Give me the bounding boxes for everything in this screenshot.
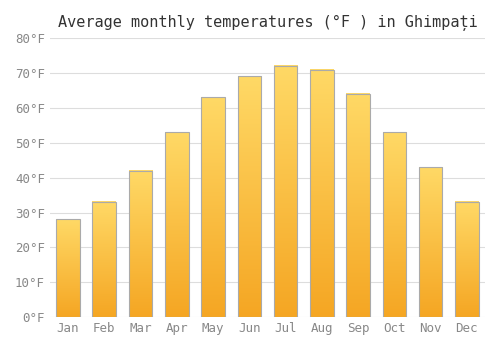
Bar: [310, 70, 334, 317]
Title: Average monthly temperatures (°F ) in Ghimpați: Average monthly temperatures (°F ) in Gh…: [58, 15, 478, 31]
Bar: [165, 132, 188, 317]
Bar: [346, 94, 370, 317]
Bar: [382, 132, 406, 317]
Bar: [455, 202, 478, 317]
Bar: [56, 219, 80, 317]
Bar: [238, 77, 261, 317]
Bar: [274, 66, 297, 317]
Bar: [92, 202, 116, 317]
Bar: [419, 167, 442, 317]
Bar: [202, 97, 225, 317]
Bar: [128, 171, 152, 317]
